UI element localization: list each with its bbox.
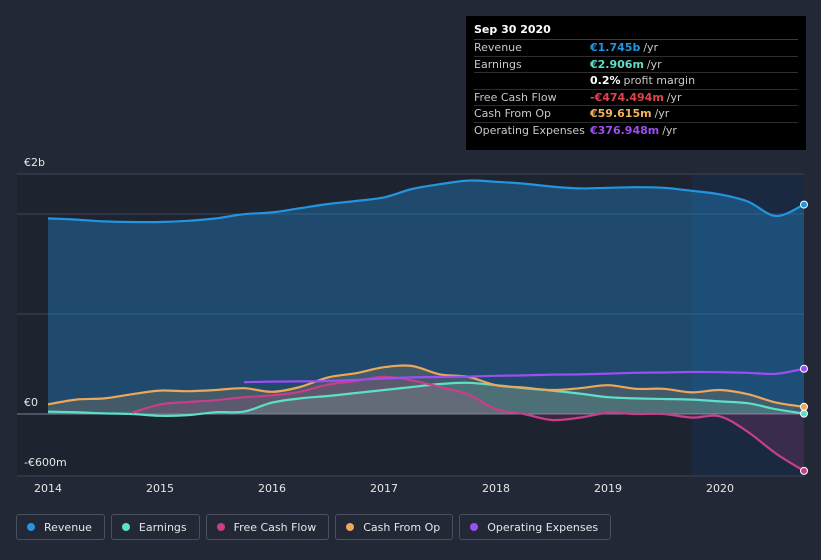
legend-dot-icon <box>470 523 479 531</box>
tooltip-row: Operating Expenses €376.948m/yr <box>474 121 798 139</box>
legend-label: Earnings <box>138 520 187 534</box>
legend-item-revenue[interactable]: Revenue <box>16 514 105 540</box>
tooltip-row-value: €2.906m <box>590 57 644 71</box>
tooltip-row-label: Revenue <box>474 41 522 54</box>
tooltip-row-unit: /yr <box>654 107 670 120</box>
legend: Revenue Earnings Free Cash Flow Cash From O… <box>16 514 612 542</box>
legend-label: Cash From Op <box>363 520 441 534</box>
highlight-region <box>692 175 804 476</box>
series-line-operating-expenses <box>243 367 805 384</box>
legend-label: Operating Expenses <box>487 520 599 534</box>
legend-label: Revenue <box>44 520 92 534</box>
legend-dot-icon <box>27 523 35 531</box>
series-end-point-operating-expenses <box>800 364 808 373</box>
tooltip-row-value: €376.948m <box>590 123 660 137</box>
legend-label: Free Cash Flow <box>233 520 317 534</box>
y-tick-label: €2b <box>24 156 45 169</box>
legend-item-free-cash-flow[interactable]: Free Cash Flow <box>205 514 330 540</box>
x-tick-label: 2018 <box>482 482 510 495</box>
series-line-earnings <box>47 381 805 417</box>
legend-dot-icon <box>346 523 355 531</box>
series-line-revenue <box>47 179 805 224</box>
series-line-cash-from-op <box>47 364 805 408</box>
legend-item-operating-expenses[interactable]: Operating Expenses <box>459 514 612 540</box>
x-tick-label: 2017 <box>370 482 398 495</box>
tooltip-row-unit: /yr <box>666 90 682 104</box>
tooltip-date: Sep 30 2020 <box>474 23 551 36</box>
series-end-point-free-cash-flow <box>800 466 808 475</box>
tooltip-row-unit: /yr <box>646 57 662 71</box>
tooltip-row-label: Free Cash Flow <box>474 90 557 104</box>
series-area-earnings <box>48 382 804 416</box>
x-tick-label: 2014 <box>34 482 62 495</box>
tooltip-row-label: Operating Expenses <box>474 123 585 137</box>
series-line-free-cash-flow <box>131 375 805 472</box>
x-tick-label: 2015 <box>146 482 174 495</box>
tooltip-row: Free Cash Flow -€474.494m/yr <box>474 88 798 106</box>
legend-dot-icon <box>121 523 130 531</box>
series-end-point-revenue <box>800 200 808 209</box>
tooltip-row-label: Cash From Op <box>474 107 552 120</box>
chart-area: €2b €0 -€600m 2014 2015 2016 2017 2018 2019 2020 <box>17 156 808 495</box>
tooltip-row-value: 0.2% <box>590 74 621 87</box>
legend-item-earnings[interactable]: Earnings <box>110 514 200 540</box>
x-tick-label: 2016 <box>258 482 286 495</box>
x-tick-label: 2019 <box>594 482 622 495</box>
series-area-free-cash-flow <box>132 376 804 471</box>
plot-background <box>17 175 804 476</box>
tooltip-row-value: -€474.494m <box>590 90 664 104</box>
series-end-point-cash-from-op <box>800 402 808 411</box>
tooltip-row-label: Earnings <box>474 57 522 71</box>
legend-item-cash-from-op[interactable]: Cash From Op <box>335 514 454 540</box>
series-area-cash-from-op <box>48 365 804 414</box>
tooltip-row-unit: /yr <box>662 123 677 137</box>
series-end-point-earnings <box>800 409 808 418</box>
y-tick-label: €0 <box>24 396 38 409</box>
y-tick-label: -€600m <box>24 456 67 469</box>
tooltip-row: Earnings €2.906m/yr <box>474 55 798 73</box>
tooltip: Sep 30 2020 Revenue €1.745b/yr Earnings €2.… <box>466 16 806 150</box>
tooltip-row: Cash From Op €59.615m/yr <box>474 105 798 122</box>
legend-dot-icon <box>216 523 225 531</box>
tooltip-row-unit: profit margin <box>623 74 696 87</box>
series-area-revenue <box>48 180 804 414</box>
x-tick-label: 2020 <box>706 482 734 495</box>
tooltip-row: Revenue €1.745b/yr <box>474 39 798 56</box>
tooltip-row-unit: /yr <box>643 41 659 54</box>
tooltip-row: 0.2% profit margin <box>474 72 798 89</box>
tooltip-row-value: €59.615m <box>590 107 652 120</box>
tooltip-row-label <box>474 73 590 89</box>
tooltip-row-value: €1.745b <box>590 41 641 54</box>
